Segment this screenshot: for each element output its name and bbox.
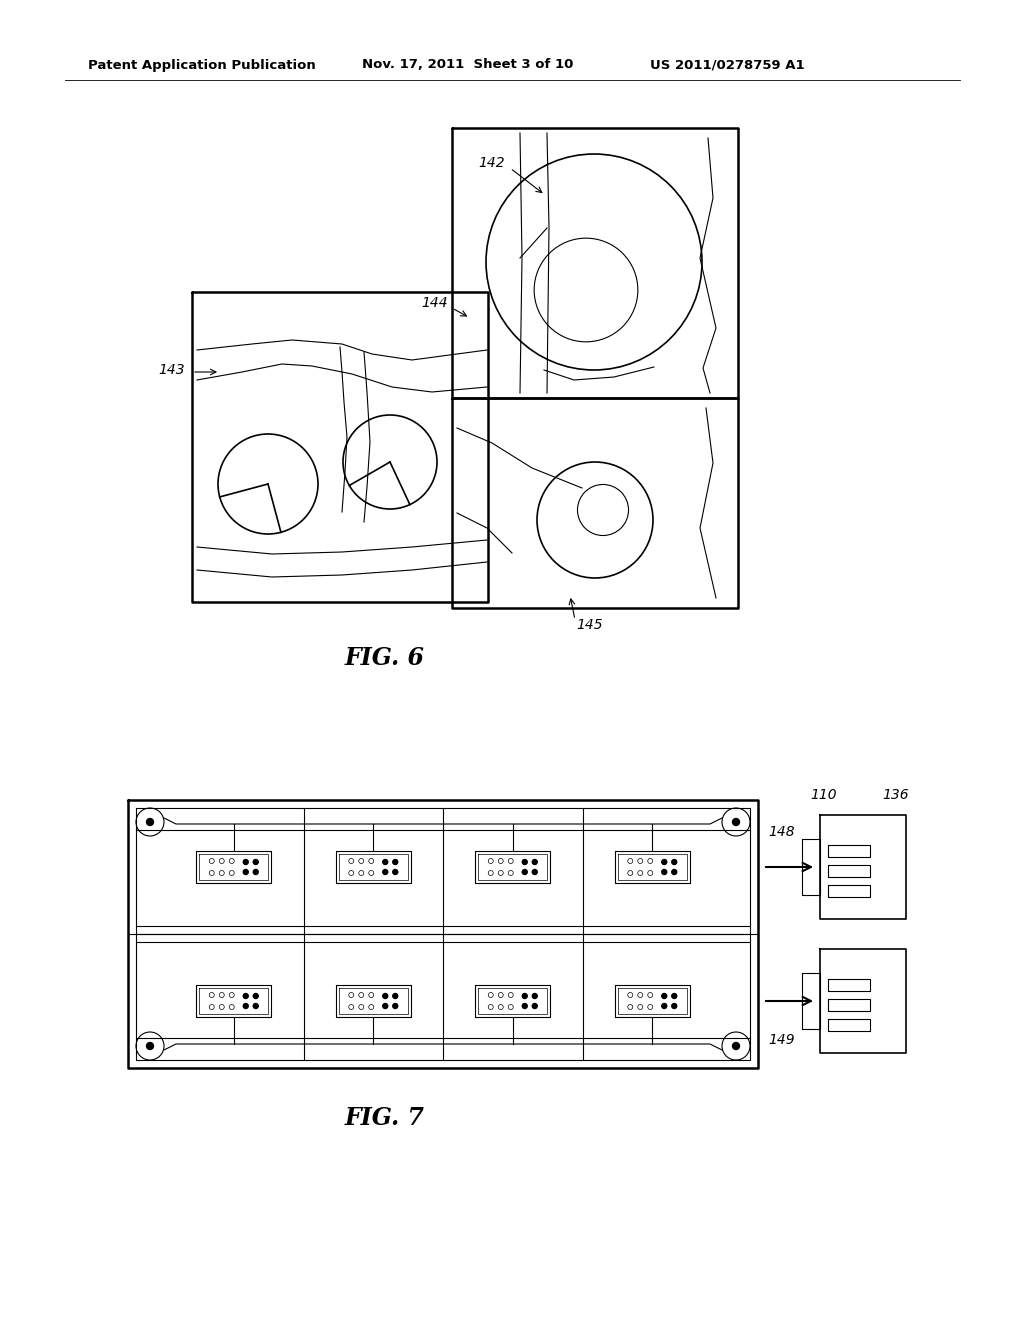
- Text: 148: 148: [768, 825, 795, 840]
- Circle shape: [672, 859, 677, 865]
- Circle shape: [393, 1003, 397, 1008]
- Circle shape: [662, 1003, 667, 1008]
- Circle shape: [672, 994, 677, 998]
- Circle shape: [732, 818, 739, 825]
- Circle shape: [522, 994, 527, 998]
- Circle shape: [253, 870, 258, 874]
- Circle shape: [244, 1003, 248, 1008]
- Text: US 2011/0278759 A1: US 2011/0278759 A1: [650, 58, 805, 71]
- Text: Patent Application Publication: Patent Application Publication: [88, 58, 315, 71]
- Text: 143: 143: [159, 363, 185, 378]
- Circle shape: [672, 870, 677, 874]
- Circle shape: [393, 994, 397, 998]
- Text: Nov. 17, 2011  Sheet 3 of 10: Nov. 17, 2011 Sheet 3 of 10: [362, 58, 573, 71]
- Circle shape: [662, 994, 667, 998]
- Circle shape: [244, 994, 248, 998]
- Circle shape: [672, 1003, 677, 1008]
- Text: FIG. 7: FIG. 7: [345, 1106, 425, 1130]
- Circle shape: [532, 994, 538, 998]
- Circle shape: [146, 818, 154, 825]
- Circle shape: [244, 870, 248, 874]
- Circle shape: [532, 859, 538, 865]
- Circle shape: [383, 859, 388, 865]
- Circle shape: [393, 870, 397, 874]
- Circle shape: [244, 859, 248, 865]
- Circle shape: [532, 1003, 538, 1008]
- Circle shape: [253, 1003, 258, 1008]
- Circle shape: [383, 994, 388, 998]
- Circle shape: [146, 1043, 154, 1049]
- Text: 110: 110: [811, 788, 838, 803]
- Text: 136: 136: [883, 788, 909, 803]
- Circle shape: [662, 859, 667, 865]
- Text: 142: 142: [478, 156, 505, 170]
- Circle shape: [522, 859, 527, 865]
- Text: 144: 144: [421, 296, 449, 310]
- Circle shape: [393, 859, 397, 865]
- Circle shape: [662, 870, 667, 874]
- Text: 145: 145: [577, 618, 603, 632]
- Circle shape: [253, 994, 258, 998]
- Circle shape: [383, 870, 388, 874]
- Circle shape: [532, 870, 538, 874]
- Text: FIG. 6: FIG. 6: [345, 645, 425, 671]
- Circle shape: [732, 1043, 739, 1049]
- Text: 149: 149: [768, 1034, 795, 1047]
- Circle shape: [522, 870, 527, 874]
- Circle shape: [253, 859, 258, 865]
- Circle shape: [522, 1003, 527, 1008]
- Circle shape: [383, 1003, 388, 1008]
